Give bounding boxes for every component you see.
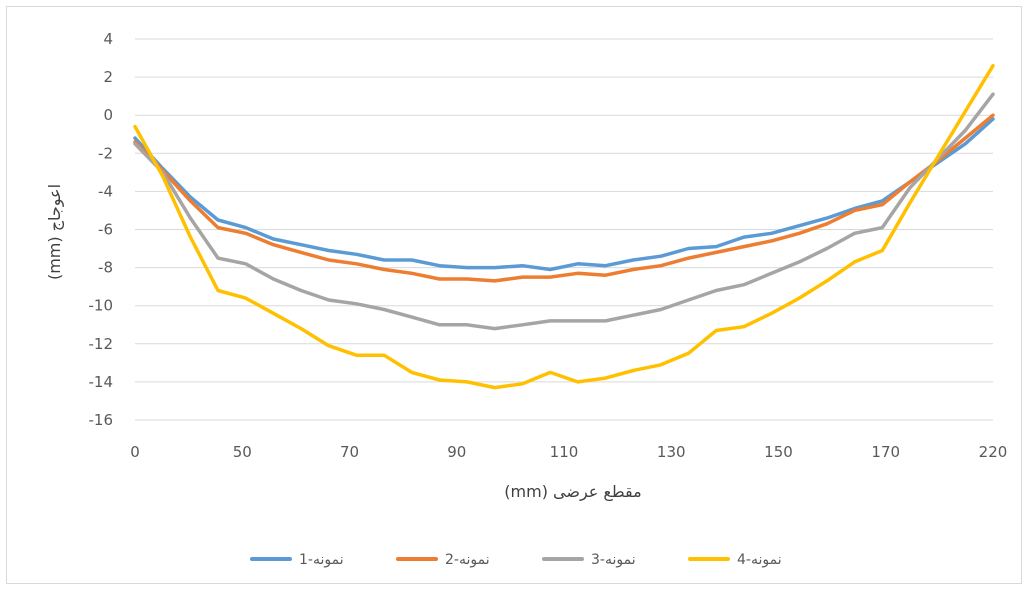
x-tick-label: 110 [550, 443, 579, 461]
x-tick-label: 170 [871, 443, 900, 461]
x-tick-label: 220 [979, 443, 1008, 461]
x-axis-ticks: 0 50 70 90 110 130 150 170 220 [130, 443, 1007, 461]
x-tick-label: 50 [233, 443, 252, 461]
x-tick-label: 70 [340, 443, 359, 461]
y-tick-label: -14 [89, 373, 114, 391]
y-axis-ticks: 4 2 0 -2 -4 -6 -8 -10 -12 -14 -16 [89, 30, 114, 429]
x-tick-label: 0 [130, 443, 140, 461]
x-tick-label: 90 [447, 443, 466, 461]
legend-label-4: نمونه-4 [737, 552, 782, 568]
chart-frame [6, 6, 1022, 584]
x-tick-label: 150 [764, 443, 793, 461]
x-axis-title: مقطع عرضی (mm) [504, 482, 641, 502]
y-tick-label: 0 [103, 106, 113, 124]
series-line-4 [133, 63, 995, 390]
series-lines [133, 63, 995, 390]
legend-label-3: نمونه-3 [591, 552, 636, 568]
series-line-2 [133, 113, 995, 283]
y-tick-label: -2 [98, 144, 113, 162]
y-tick-label: 2 [103, 68, 113, 86]
y-tick-label: -6 [98, 221, 113, 239]
series-line-1 [133, 117, 995, 272]
legend-label-1: نمونه-1 [299, 552, 344, 568]
y-tick-label: -16 [89, 411, 114, 429]
legend: نمونه-1 نمونه-2 نمونه-3 نمونه-4 [250, 552, 782, 568]
y-tick-label: -8 [98, 259, 113, 277]
gridlines [135, 38, 993, 421]
legend-label-2: نمونه-2 [445, 552, 490, 568]
y-axis-title: اعوجاج (mm) [45, 184, 65, 280]
y-tick-label: -12 [89, 335, 114, 353]
x-tick-label: 130 [657, 443, 686, 461]
y-tick-label: 4 [103, 30, 113, 48]
y-tick-label: -4 [98, 182, 113, 200]
series-line-3 [133, 92, 995, 331]
y-tick-label: -10 [89, 297, 114, 315]
